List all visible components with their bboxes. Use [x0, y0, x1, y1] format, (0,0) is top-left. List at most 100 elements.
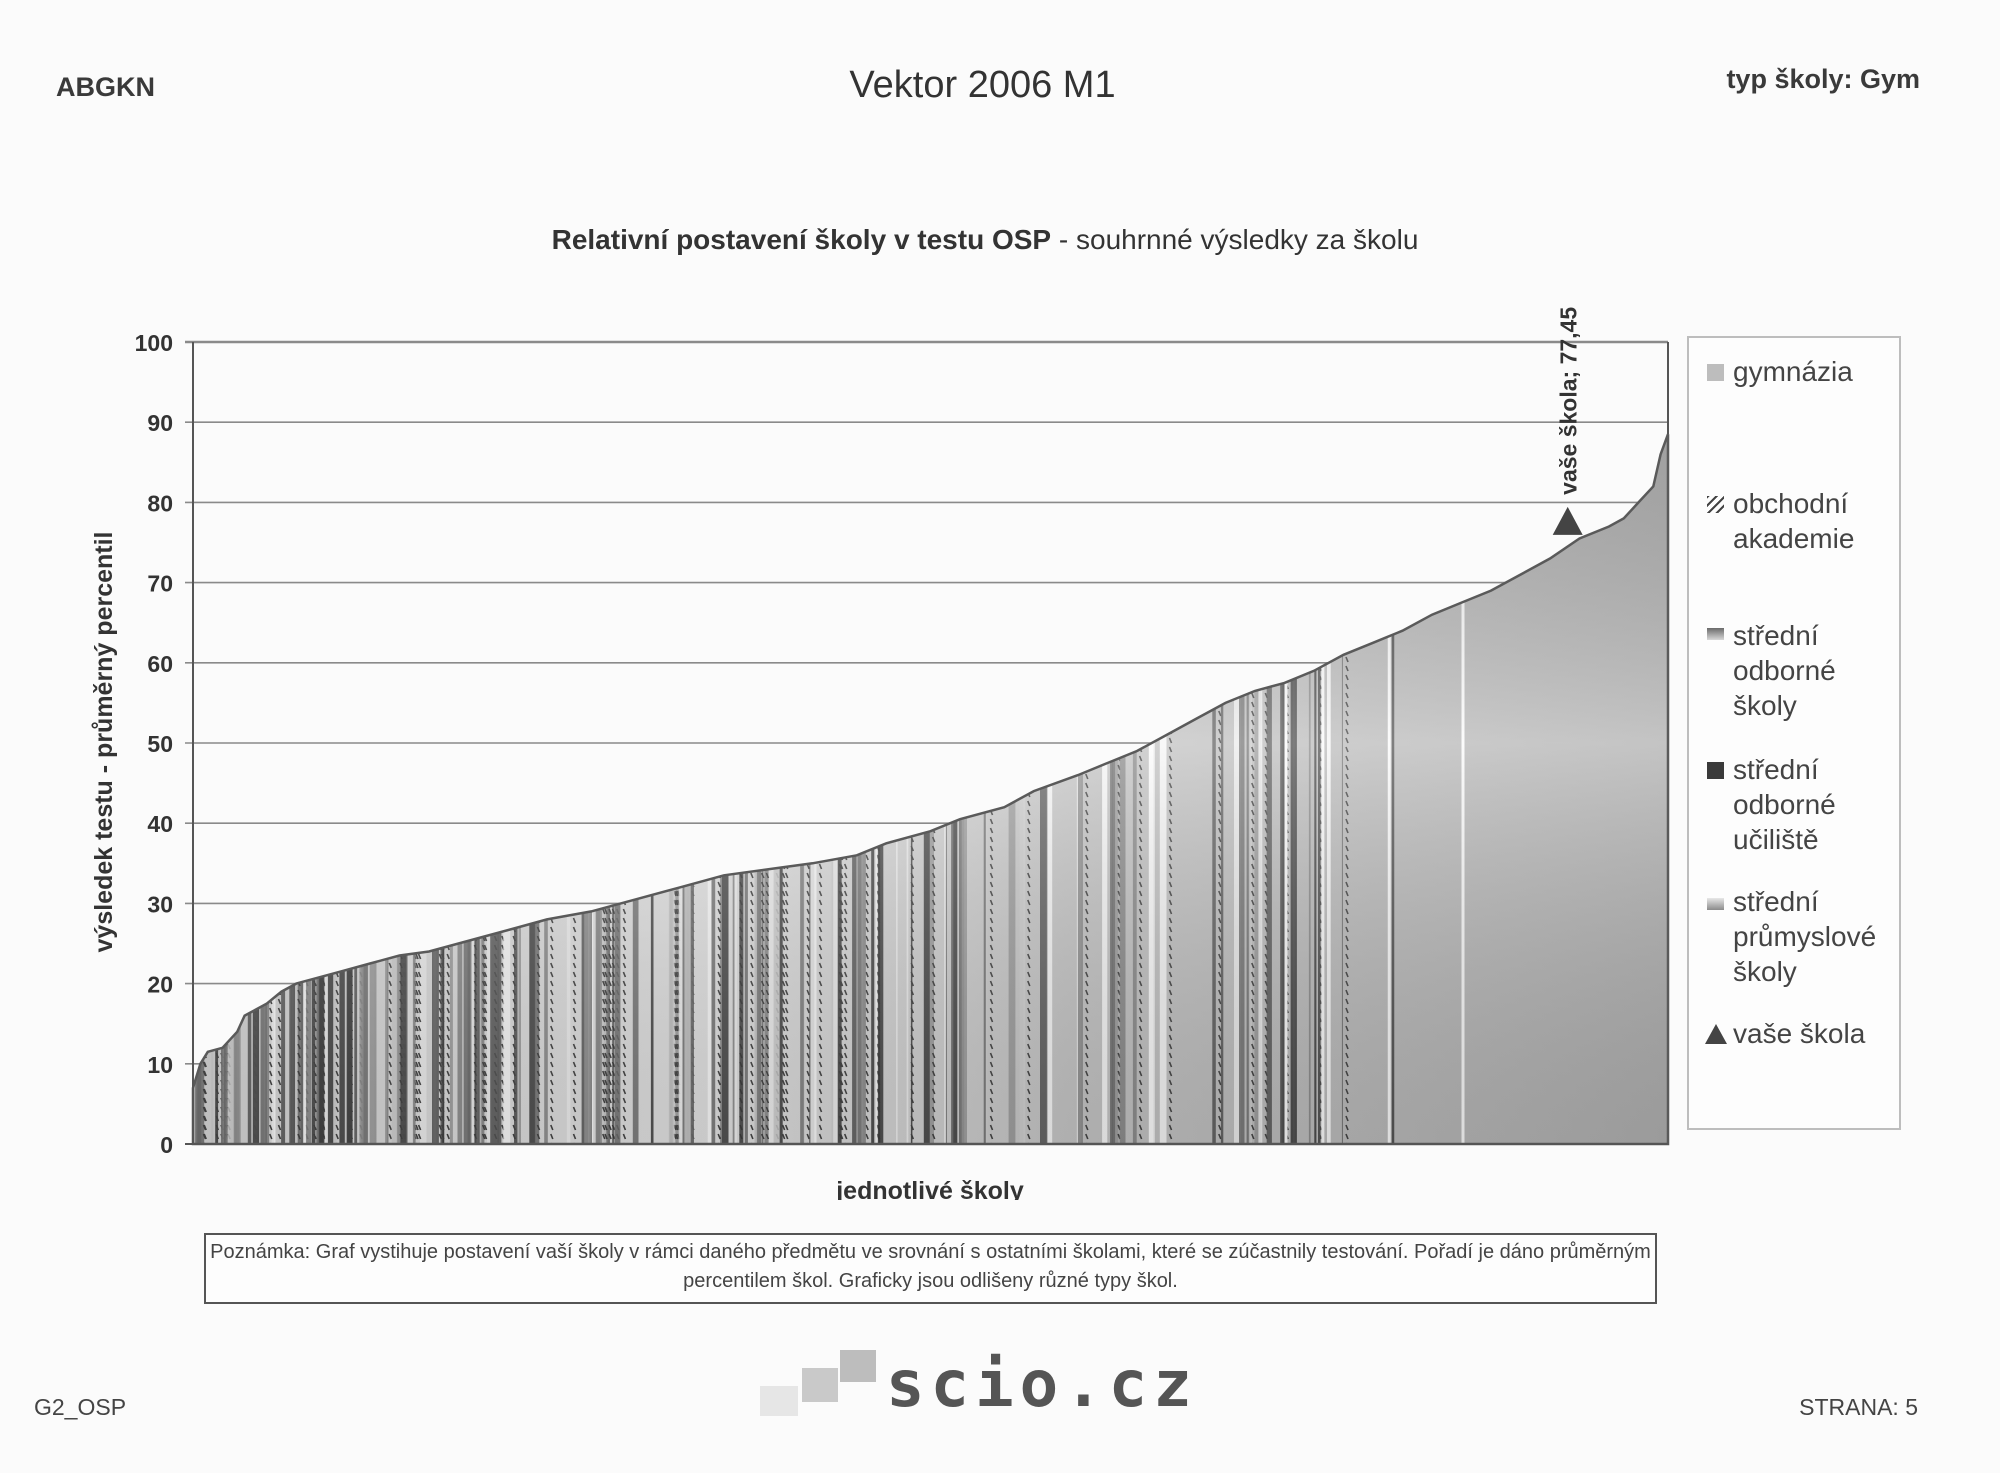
hatch-mark [876, 512, 881, 519]
hatch-mark [572, 647, 577, 654]
hatch-mark [388, 899, 393, 906]
hatch-mark [550, 710, 554, 717]
hatch-mark [359, 953, 363, 960]
hatch-mark [765, 602, 770, 609]
hatch-mark [839, 602, 844, 609]
hatch-mark [305, 710, 309, 717]
hatch-mark [360, 405, 362, 410]
hatch-mark [1219, 351, 1221, 356]
hatch-mark [446, 764, 450, 771]
hatch-mark [359, 683, 363, 690]
hatch-mark [765, 791, 770, 798]
hatch-mark [536, 827, 541, 834]
hatch-mark [843, 764, 848, 771]
hatch-mark [298, 369, 300, 374]
hatch-mark [878, 387, 880, 392]
hatch-mark [675, 434, 679, 438]
hatch-mark [673, 845, 677, 852]
hatch-mark [1170, 396, 1172, 401]
hatch-mark [388, 629, 393, 636]
hatch-mark [739, 467, 743, 474]
hatch-mark [359, 656, 363, 663]
hatch-mark [717, 434, 721, 438]
hatch-mark [676, 872, 681, 879]
hatch-mark [478, 449, 483, 456]
hatch-mark [838, 683, 843, 690]
hatch-mark [305, 647, 309, 654]
hatch-mark [673, 656, 677, 663]
hatch-mark [843, 458, 848, 465]
hatch-mark [388, 926, 393, 933]
hatch-mark [781, 512, 786, 519]
hatch-mark [478, 872, 483, 879]
hatch-mark [740, 378, 742, 383]
hatch-mark [876, 800, 881, 807]
hatch-mark [297, 917, 301, 924]
hatch-mark [676, 638, 681, 645]
hatch-mark [1027, 620, 1031, 627]
hatch-mark [403, 827, 408, 834]
hatch-mark [277, 683, 282, 690]
hatch-mark [202, 917, 207, 924]
hatch-mark [806, 620, 810, 627]
hatch-mark [277, 512, 282, 519]
hatch-mark [349, 710, 354, 717]
hatch-mark [1318, 629, 1323, 636]
hatch-mark [1318, 593, 1323, 600]
hatch-mark [717, 458, 721, 465]
hatch-mark [761, 521, 765, 528]
hatch-mark [839, 557, 844, 564]
hatch-mark [839, 414, 841, 419]
hatch-mark [306, 351, 308, 356]
hatch-mark [611, 440, 616, 447]
hatch-mark [536, 809, 541, 816]
hatch-mark [413, 719, 417, 726]
hatch-mark [297, 719, 301, 726]
hatch-mark [611, 719, 616, 726]
hatch-mark [839, 746, 844, 753]
hatch-mark [204, 405, 206, 410]
hatch-mark [360, 351, 362, 356]
hatch-mark [1345, 620, 1349, 627]
hatch-mark [839, 665, 844, 672]
hatch-mark [305, 908, 309, 915]
hatch-mark [717, 647, 721, 654]
hatch-mark [611, 764, 616, 771]
hatch-mark [359, 602, 363, 609]
hatch-mark [228, 423, 230, 428]
hatch-mark [784, 434, 789, 438]
hatch-mark [359, 863, 363, 870]
hatch-mark [806, 800, 810, 807]
hatch-mark [225, 755, 229, 762]
hatch-mark [1218, 602, 1222, 609]
hatch-mark [253, 809, 258, 816]
hatch-mark [931, 665, 936, 672]
hatch-mark [739, 728, 743, 735]
hatch-mark [305, 434, 309, 438]
hatch-mark [739, 620, 743, 627]
hatch-mark [603, 863, 608, 870]
hatch-mark [413, 944, 417, 951]
hatch-mark [838, 476, 843, 483]
hatch-mark [739, 719, 743, 726]
hatch-mark [717, 836, 721, 843]
hatch-mark [447, 423, 449, 428]
hatch-mark [673, 836, 677, 843]
hatch-mark [227, 755, 231, 762]
hatch-mark [931, 440, 936, 447]
hatch-mark [227, 1007, 231, 1014]
hatch-mark [775, 449, 780, 456]
hatch-mark [478, 674, 483, 681]
hatch-mark [313, 494, 317, 501]
hatch-mark [227, 584, 231, 591]
hatch-mark [323, 414, 325, 419]
hatch-mark [609, 405, 611, 410]
hatch-mark [493, 656, 498, 663]
hatch-mark [611, 620, 616, 627]
hatch-mark [1168, 557, 1173, 564]
hatch-mark [572, 854, 577, 861]
hatch-mark [388, 863, 393, 870]
hatch-mark [740, 414, 742, 419]
hatch-mark [1168, 539, 1173, 546]
hatch-mark [501, 629, 505, 636]
